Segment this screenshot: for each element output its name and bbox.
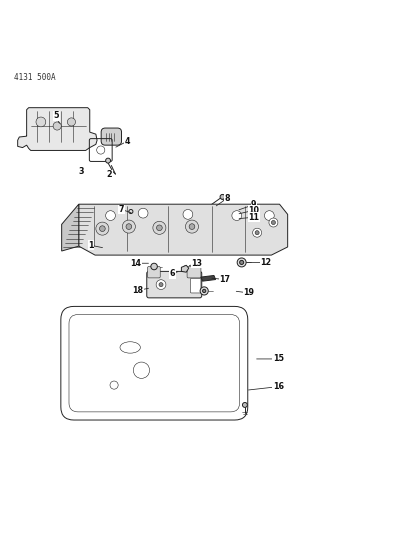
Text: 9: 9 (250, 200, 256, 209)
FancyBboxPatch shape (219, 209, 243, 214)
Text: 5: 5 (54, 111, 59, 120)
Circle shape (252, 228, 261, 237)
FancyBboxPatch shape (187, 266, 200, 278)
Text: 18: 18 (132, 286, 143, 295)
Circle shape (153, 221, 166, 235)
Circle shape (242, 402, 247, 407)
Text: 19: 19 (243, 288, 254, 297)
Text: 10: 10 (248, 206, 259, 215)
Circle shape (138, 208, 148, 218)
Circle shape (185, 220, 198, 233)
Text: 13: 13 (191, 259, 202, 268)
Text: 16: 16 (272, 382, 283, 391)
Circle shape (220, 195, 225, 199)
Circle shape (67, 118, 75, 126)
Text: 2: 2 (106, 171, 112, 180)
Circle shape (151, 263, 157, 270)
FancyBboxPatch shape (224, 217, 238, 224)
Circle shape (106, 158, 110, 163)
Text: 4: 4 (125, 136, 130, 146)
Circle shape (271, 221, 275, 224)
FancyBboxPatch shape (146, 271, 201, 298)
Polygon shape (79, 204, 287, 255)
Text: 6: 6 (169, 269, 175, 278)
Text: 3: 3 (78, 167, 83, 176)
Text: 17: 17 (218, 275, 229, 284)
Circle shape (236, 258, 245, 267)
Circle shape (99, 226, 105, 231)
Circle shape (36, 117, 46, 127)
Circle shape (200, 287, 208, 295)
Text: 7: 7 (119, 205, 124, 214)
Text: 11: 11 (248, 213, 259, 222)
Circle shape (53, 122, 61, 130)
Circle shape (156, 225, 162, 231)
FancyBboxPatch shape (61, 306, 247, 420)
Circle shape (268, 218, 277, 227)
FancyBboxPatch shape (221, 214, 240, 219)
Circle shape (231, 211, 241, 221)
Circle shape (264, 211, 274, 221)
Circle shape (126, 224, 131, 229)
Text: 12: 12 (260, 258, 271, 267)
Circle shape (159, 282, 163, 287)
Circle shape (239, 261, 243, 264)
Text: 14: 14 (130, 259, 141, 268)
Circle shape (254, 231, 258, 235)
FancyBboxPatch shape (147, 266, 160, 278)
Text: 1: 1 (88, 241, 94, 250)
PathPatch shape (18, 108, 97, 150)
FancyBboxPatch shape (101, 128, 121, 145)
Circle shape (96, 222, 109, 235)
FancyBboxPatch shape (190, 278, 200, 293)
Circle shape (202, 289, 205, 293)
Polygon shape (181, 265, 188, 272)
Polygon shape (200, 276, 215, 281)
Circle shape (189, 224, 194, 229)
Circle shape (182, 209, 192, 219)
Circle shape (156, 280, 166, 289)
Circle shape (106, 211, 115, 221)
FancyBboxPatch shape (169, 217, 183, 237)
Text: 4131 500A: 4131 500A (13, 73, 55, 82)
Text: 8: 8 (224, 193, 229, 203)
Text: 15: 15 (272, 354, 283, 364)
Polygon shape (61, 204, 79, 251)
Circle shape (122, 220, 135, 233)
